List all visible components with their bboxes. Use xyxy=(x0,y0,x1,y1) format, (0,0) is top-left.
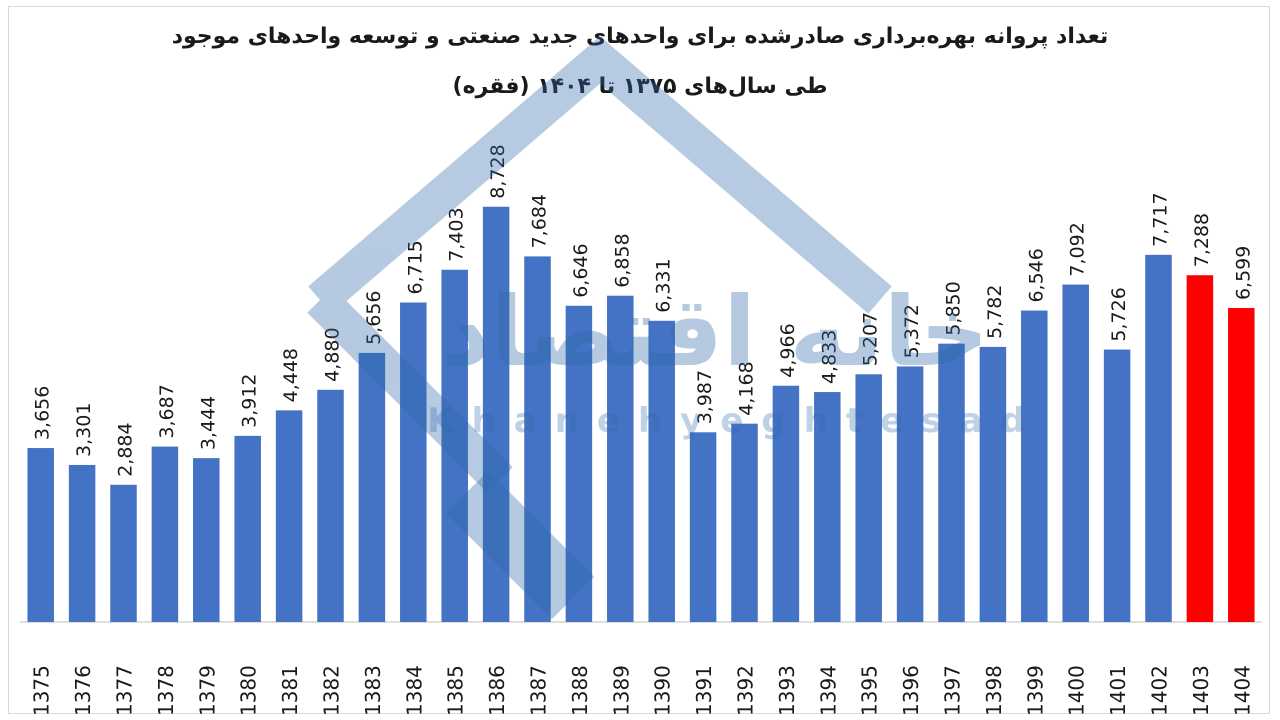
bar-1379 xyxy=(193,458,220,622)
data-label-1396: 5,372 xyxy=(901,304,923,358)
x-tick-label-1392: 1392 xyxy=(734,665,758,716)
bar-1381 xyxy=(275,410,303,622)
x-tick-label-1400: 1400 xyxy=(1065,665,1089,716)
bar-1387 xyxy=(524,256,551,622)
data-label-1388: 6,646 xyxy=(570,243,592,297)
data-label-1378: 3,687 xyxy=(156,384,178,438)
data-label-1381: 4,448 xyxy=(280,348,302,402)
data-label-1380: 3,912 xyxy=(239,373,261,427)
bar-1380 xyxy=(234,435,261,622)
data-label-1400: 7,092 xyxy=(1067,222,1089,276)
bar-1398 xyxy=(979,346,1007,622)
bar-1397 xyxy=(938,343,965,622)
bar-1393 xyxy=(772,385,800,622)
data-label-1390: 6,331 xyxy=(653,258,675,312)
x-tick-label-1393: 1393 xyxy=(775,665,799,716)
data-label-1393: 4,966 xyxy=(777,323,799,377)
x-tick-label-1403: 1403 xyxy=(1189,665,1213,716)
bar-1388 xyxy=(565,305,593,622)
bar-1391 xyxy=(689,432,717,622)
data-label-1389: 6,858 xyxy=(611,233,633,287)
x-tick-label-1399: 1399 xyxy=(1023,665,1047,716)
bar-1384 xyxy=(400,302,427,622)
x-tick-label-1401: 1401 xyxy=(1106,665,1130,716)
data-label-1399: 6,546 xyxy=(1025,248,1047,302)
bar-1383 xyxy=(358,352,386,622)
x-tick-label-1396: 1396 xyxy=(899,665,923,716)
x-tick-label-1385: 1385 xyxy=(444,665,468,716)
bar-1402 xyxy=(1145,254,1172,622)
data-label-1385: 7,403 xyxy=(446,207,468,261)
x-tick-label-1383: 1383 xyxy=(361,665,385,716)
bar-1403 xyxy=(1186,275,1214,622)
data-label-1391: 3,987 xyxy=(694,370,716,424)
x-tick-label-1377: 1377 xyxy=(113,665,137,716)
chart-title: تعداد پروانه بهره‌برداری صادرشده برای وا… xyxy=(171,24,1109,49)
x-tick-label-1381: 1381 xyxy=(278,665,302,716)
x-tick-label-1375: 1375 xyxy=(30,665,54,716)
data-label-1402: 7,717 xyxy=(1150,192,1172,246)
bar-1392 xyxy=(731,423,758,622)
bar-1386 xyxy=(482,206,510,623)
data-label-1379: 3,444 xyxy=(197,396,219,450)
bar-1395 xyxy=(855,374,882,622)
x-tick-label-1389: 1389 xyxy=(609,665,633,716)
x-tick-label-1402: 1402 xyxy=(1148,665,1172,716)
data-label-1401: 5,726 xyxy=(1108,287,1130,341)
x-tick-label-1404: 1404 xyxy=(1230,665,1254,716)
x-tick-label-1378: 1378 xyxy=(154,665,178,716)
bar-1394 xyxy=(814,392,841,622)
x-tick-label-1388: 1388 xyxy=(568,665,592,716)
data-label-1397: 5,850 xyxy=(943,281,965,335)
data-label-1375: 3,656 xyxy=(32,386,54,440)
x-tick-label-1379: 1379 xyxy=(195,665,219,716)
x-tick-label-1397: 1397 xyxy=(941,665,965,716)
x-tick-label-1395: 1395 xyxy=(858,665,882,716)
data-label-1377: 2,884 xyxy=(115,422,137,476)
x-tick-label-1380: 1380 xyxy=(237,665,261,716)
data-label-1386: 8,728 xyxy=(487,144,509,198)
data-label-1404: 6,599 xyxy=(1232,246,1254,300)
data-label-1376: 3,301 xyxy=(73,403,95,457)
bar-1400 xyxy=(1062,284,1089,622)
bar-1376 xyxy=(68,464,96,622)
bar-1399 xyxy=(1021,310,1048,622)
bar-1378 xyxy=(151,446,179,622)
data-label-1392: 4,168 xyxy=(736,361,758,415)
bar-1404 xyxy=(1228,308,1255,622)
x-tick-label-1391: 1391 xyxy=(692,665,716,716)
data-label-1395: 5,207 xyxy=(860,312,882,366)
bar-1385 xyxy=(441,269,468,622)
data-label-1387: 7,684 xyxy=(529,194,551,248)
data-label-1403: 7,288 xyxy=(1191,213,1213,267)
bar-1390 xyxy=(648,320,675,622)
data-label-1383: 5,656 xyxy=(363,290,385,344)
data-label-1398: 5,782 xyxy=(984,284,1006,338)
chart-subtitle: طی سال‌های ۱۳۷۵ تا ۱۴۰۴ (فقره) xyxy=(452,74,828,99)
x-tick-label-1376: 1376 xyxy=(71,665,95,716)
bar-1382 xyxy=(317,389,344,622)
bar-1401 xyxy=(1103,349,1131,622)
x-tick-label-1384: 1384 xyxy=(402,665,426,716)
x-tick-label-1398: 1398 xyxy=(982,665,1006,716)
bar-1389 xyxy=(607,295,634,622)
data-label-1384: 6,715 xyxy=(404,240,426,294)
x-tick-label-1390: 1390 xyxy=(651,665,675,716)
x-tick-label-1394: 1394 xyxy=(816,665,840,716)
bar-1375 xyxy=(27,448,54,622)
bar-1396 xyxy=(896,366,924,622)
x-tick-label-1382: 1382 xyxy=(320,665,344,716)
data-label-1394: 4,833 xyxy=(818,330,840,384)
data-label-1382: 4,880 xyxy=(322,327,344,381)
x-tick-label-1387: 1387 xyxy=(527,665,551,716)
x-tick-label-1386: 1386 xyxy=(485,665,509,716)
bar-1377 xyxy=(110,484,137,622)
